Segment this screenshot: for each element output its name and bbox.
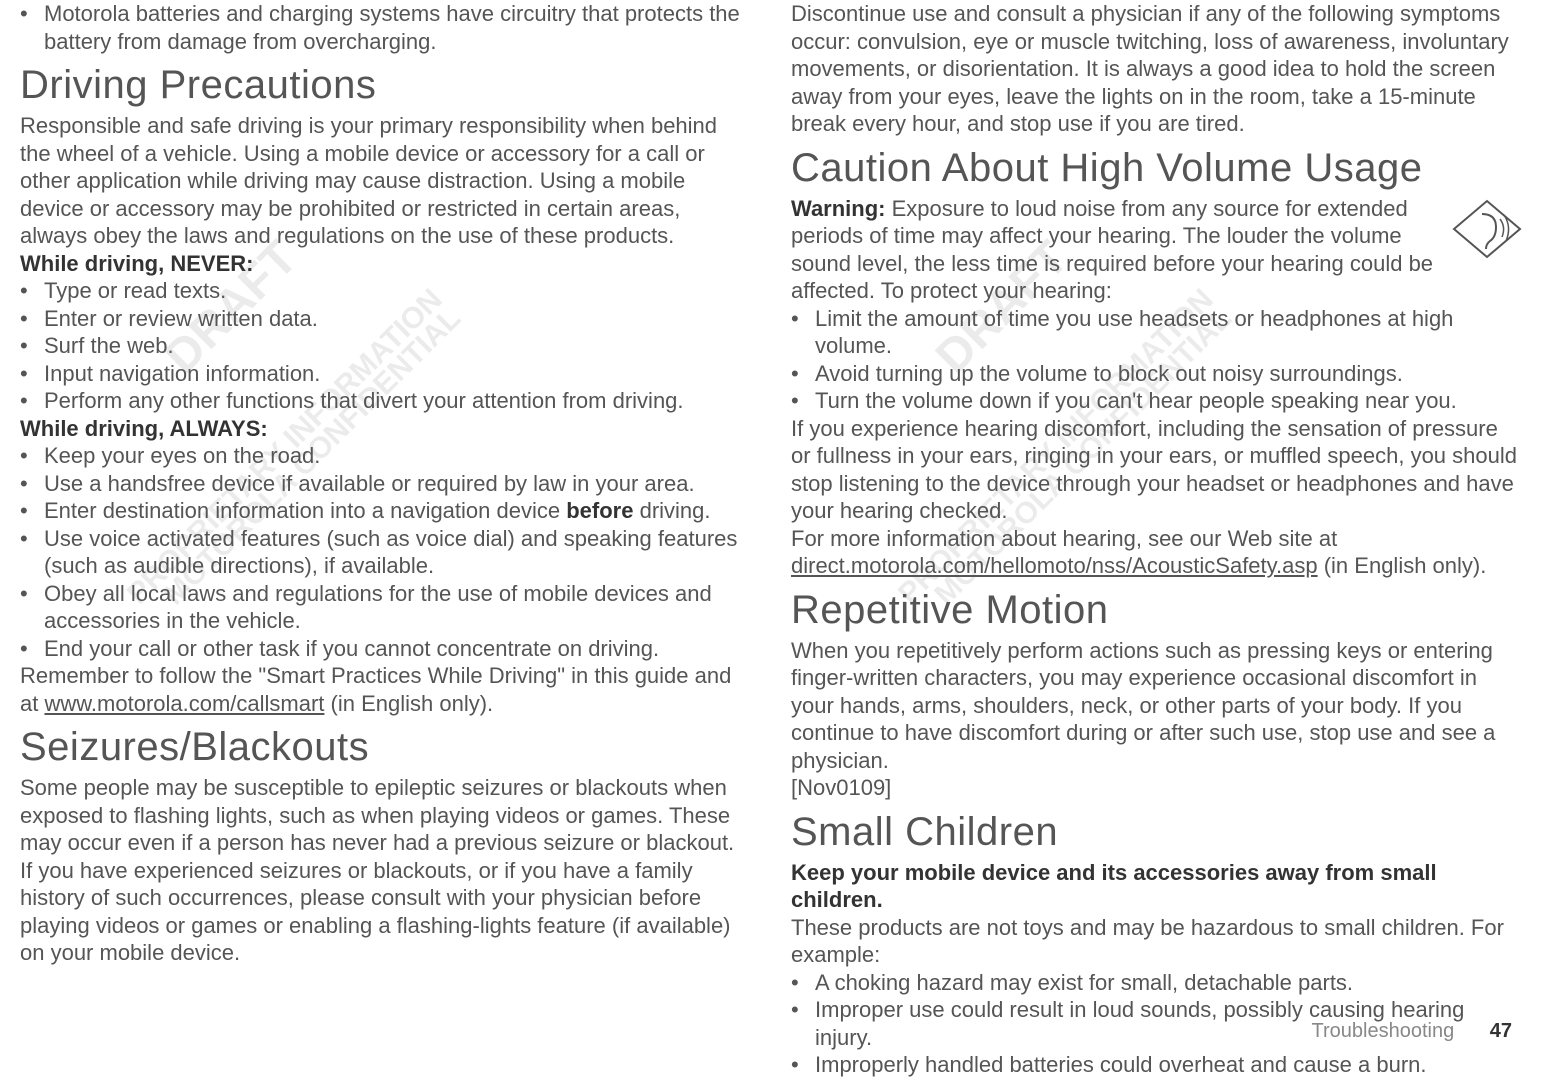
list-item: Turn the volume down if you can't hear p… [791,387,1522,415]
list-item: End your call or other task if you canno… [20,635,751,663]
left-column: DRAFT MOTOROLA CONFIDENTIAL PROPRIETARY … [20,0,751,1079]
always-list: Keep your eyes on the road. Use a handsf… [20,442,751,662]
list-item: Improperly handled batteries could overh… [791,1051,1522,1079]
remember-text: Remember to follow the "Smart Practices … [20,662,751,717]
heading-children: Small Children [791,810,1522,855]
ear-icon [1452,199,1522,259]
list-item: Improper use could result in loud sounds… [791,996,1522,1051]
children-text: These products are not toys and may be h… [791,914,1522,969]
seizures-p2: If you have experienced seizures or blac… [20,857,751,967]
list-item: Limit the amount of time you use headset… [791,305,1522,360]
always-label: While driving, ALWAYS: [20,415,751,443]
hearing-p1: If you experience hearing discomfort, in… [791,415,1522,525]
repetitive-text: When you repetitively perform actions su… [791,637,1522,775]
hearing-p2: For more information about hearing, see … [791,525,1522,580]
seizures-p1: Some people may be susceptible to epilep… [20,774,751,857]
list-item: Input navigation information. [20,360,751,388]
list-item: Type or read texts. [20,277,751,305]
list-item: Perform any other functions that divert … [20,387,751,415]
list-item: Enter or review written data. [20,305,751,333]
date-code: [Nov0109] [791,774,1522,802]
acoustic-safety-link[interactable]: direct.motorola.com/hellomoto/nss/Acoust… [791,553,1318,578]
volume-list: Limit the amount of time you use headset… [791,305,1522,415]
children-list: A choking hazard may exist for small, de… [791,969,1522,1079]
list-item: Surf the web. [20,332,751,360]
heading-seizures: Seizures/Blackouts [20,725,751,770]
never-label: While driving, NEVER: [20,250,751,278]
driving-intro: Responsible and safe driving is your pri… [20,112,751,250]
heading-driving: Driving Precautions [20,63,751,108]
never-list: Type or read texts. Enter or review writ… [20,277,751,415]
right-column: DRAFT MOTOROLA CONFIDENTIAL PROPRIETARY … [791,0,1522,1079]
callsmart-link[interactable]: www.motorola.com/callsmart [44,691,324,716]
list-item: Keep your eyes on the road. [20,442,751,470]
list-item: Use a handsfree device if available or r… [20,470,751,498]
list-item: Enter destination information into a nav… [20,497,751,525]
list-item: A choking hazard may exist for small, de… [791,969,1522,997]
list-item: Avoid turning up the volume to block out… [791,360,1522,388]
heading-caution: Caution About High Volume Usage [791,146,1522,191]
warning-text: Warning: Exposure to loud noise from any… [791,195,1522,305]
discontinue-text: Discontinue use and consult a physician … [791,0,1522,138]
list-item: Obey all local laws and regulations for … [20,580,751,635]
list-item: Use voice activated features (such as vo… [20,525,751,580]
battery-bullet: Motorola batteries and charging systems … [20,0,751,55]
children-bold: Keep your mobile device and its accessor… [791,859,1522,914]
heading-repetitive: Repetitive Motion [791,588,1522,633]
